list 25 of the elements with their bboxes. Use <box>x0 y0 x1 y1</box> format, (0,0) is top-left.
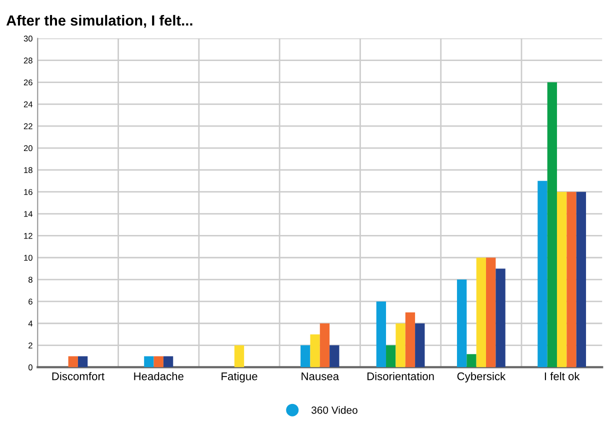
x-tick-label: Headache <box>134 372 184 380</box>
y-tick-label: 22 <box>24 123 32 130</box>
y-tick-label: 26 <box>24 79 32 86</box>
y-tick-label: 2 <box>28 342 32 348</box>
y-tick-label: 4 <box>28 320 33 326</box>
y-tick-label: 30 <box>24 36 32 42</box>
legend-label: 360 Video <box>312 406 358 414</box>
y-tick-label: 18 <box>24 167 32 174</box>
y-tick-label: 12 <box>24 232 32 239</box>
y-tick-label: 8 <box>28 276 32 283</box>
y-tick-label: 6 <box>28 298 32 305</box>
x-tick-label: Nausea <box>302 372 340 380</box>
x-tick-label: Cybersick <box>457 372 506 382</box>
y-tick-label: 20 <box>24 145 32 152</box>
y-tick-label: 28 <box>24 58 32 64</box>
x-tick-label: Disorientation <box>367 372 434 380</box>
y-tick-label: 10 <box>24 254 32 261</box>
y-tick-label: 24 <box>24 101 33 108</box>
x-tick-label: Fatigue <box>222 372 258 382</box>
y-tick-label: 0 <box>28 364 32 370</box>
y-tick-label: 14 <box>24 211 33 217</box>
x-tick-label: I felt ok <box>544 372 580 380</box>
x-tick-label: Discomfort <box>52 372 104 380</box>
y-tick-label: 16 <box>24 189 32 195</box>
chart-title: After the simulation, I felt... <box>6 14 192 28</box>
